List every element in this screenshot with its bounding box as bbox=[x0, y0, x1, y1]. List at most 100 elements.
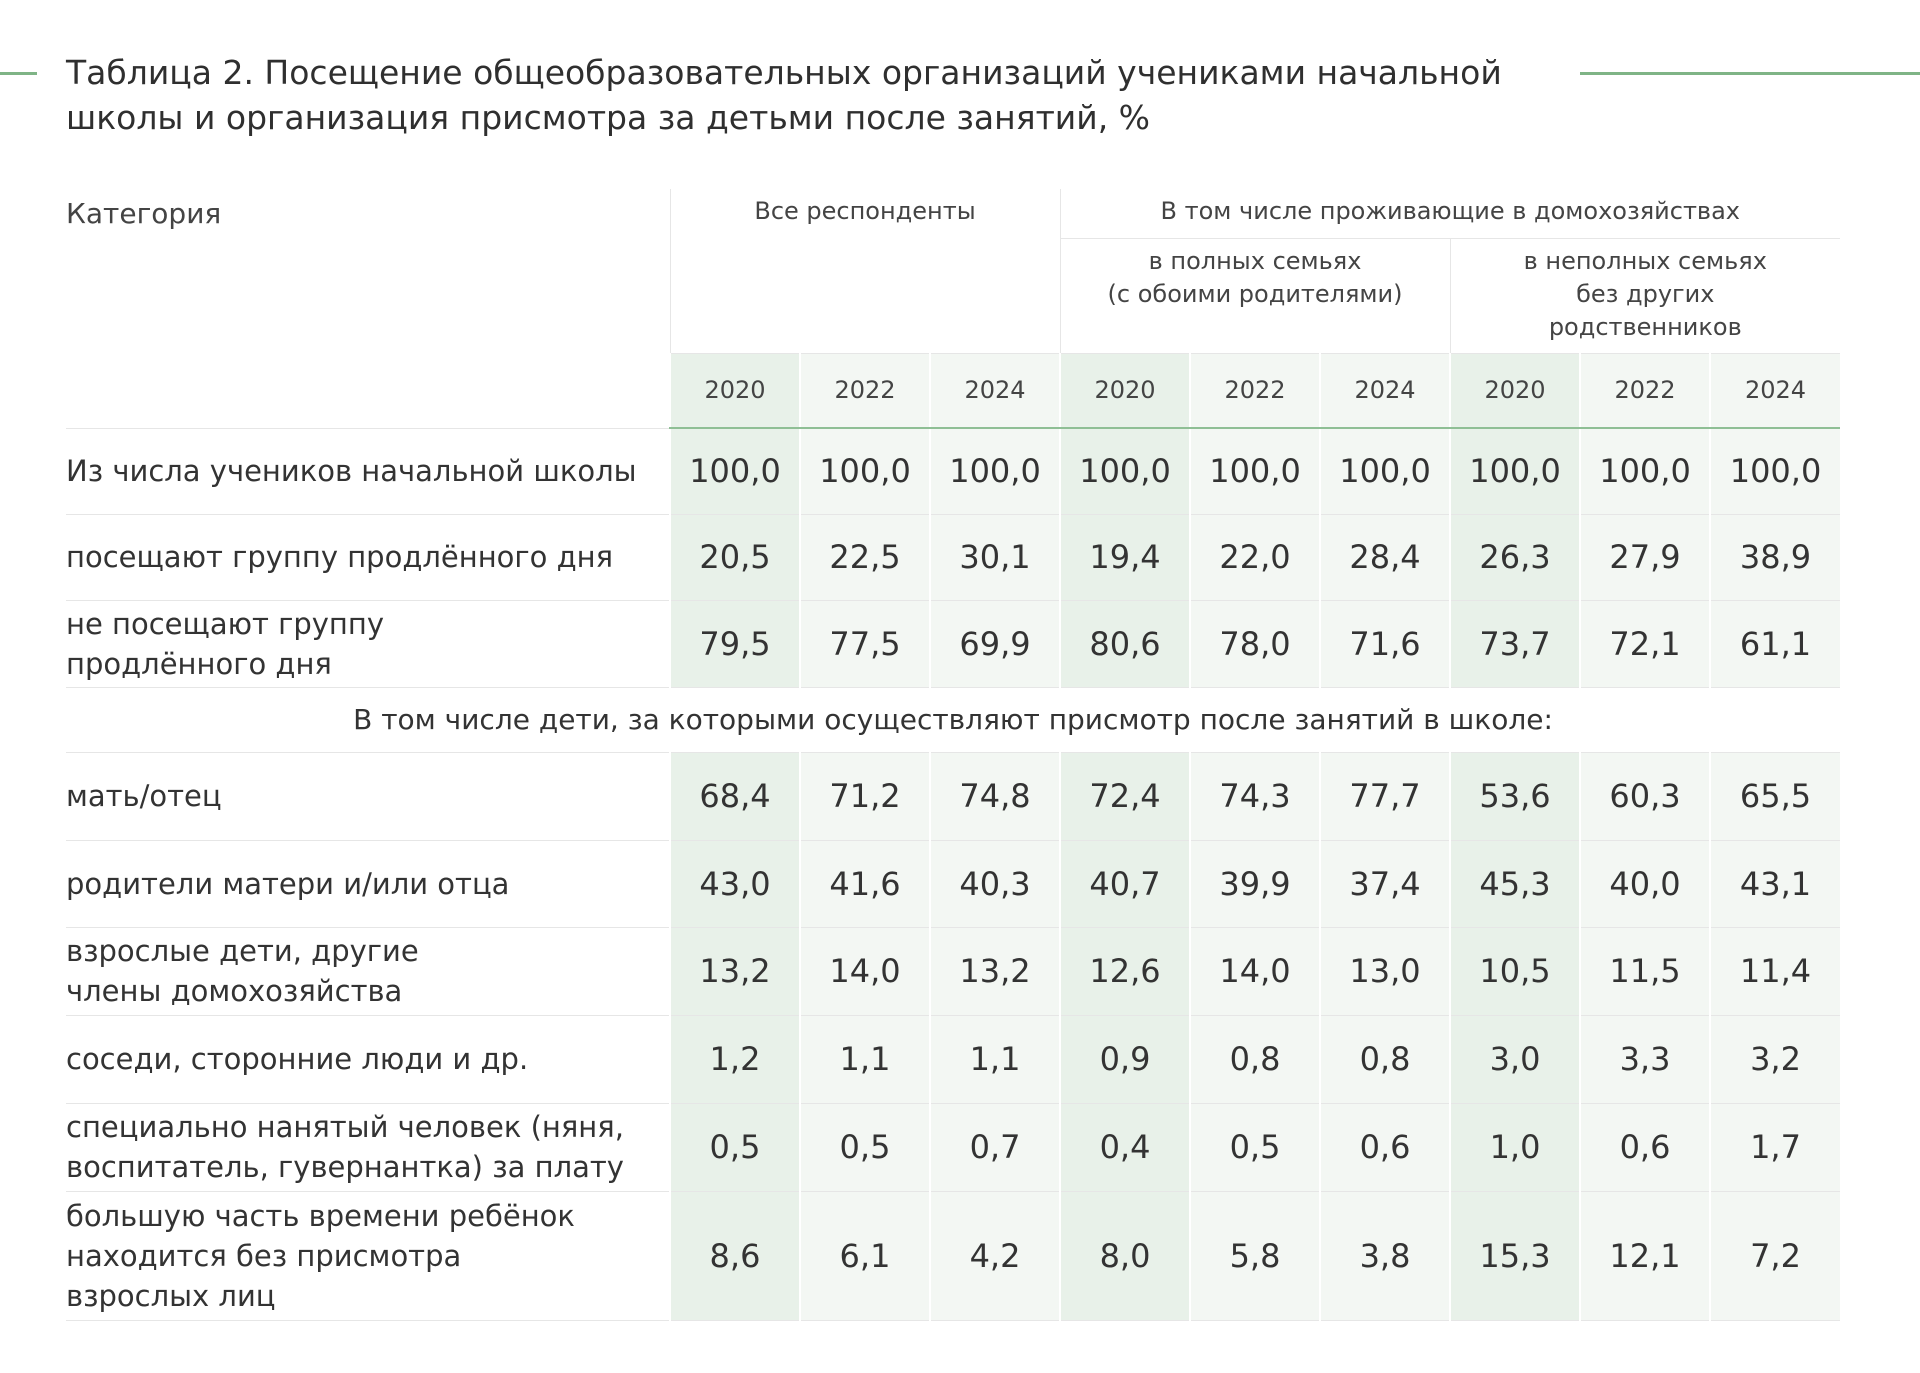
title: Таблица 2. Посещение общеобразовательных… bbox=[66, 50, 1502, 140]
cell-value: 28,4 bbox=[1319, 514, 1451, 601]
cell-value: 8,6 bbox=[669, 1191, 800, 1321]
row-label: Из числа учеников начальной школы bbox=[66, 428, 670, 515]
year-header: 2024 bbox=[928, 353, 1061, 429]
cell-value: 61,1 bbox=[1709, 600, 1841, 688]
cell-value: 0,5 bbox=[1189, 1103, 1321, 1192]
cell-value: 53,6 bbox=[1449, 752, 1581, 841]
cell-value: 100,0 bbox=[1579, 428, 1711, 515]
table-row: мать/отец 68,4 71,2 74,8 72,4 74,3 77,7 53,6 60,… bbox=[66, 752, 1841, 841]
cell-value: 38,9 bbox=[1709, 514, 1841, 601]
cell-value: 4,2 bbox=[928, 1191, 1061, 1321]
row-label: мать/отец bbox=[66, 752, 670, 841]
cell-value: 1,7 bbox=[1709, 1103, 1841, 1192]
decor-line bbox=[0, 72, 37, 75]
cell-value: 43,0 bbox=[669, 840, 800, 928]
cell-value: 11,4 bbox=[1709, 927, 1841, 1016]
cell-value: 12,6 bbox=[1059, 927, 1191, 1016]
cell-value: 80,6 bbox=[1059, 600, 1191, 688]
cell-value: 60,3 bbox=[1579, 752, 1711, 841]
cell-value: 100,0 bbox=[1189, 428, 1321, 515]
table-row: соседи, сторонние люди и др. 1,2 1,1 1,1 0,9… bbox=[66, 1015, 1841, 1104]
header-subgroup: в неполных семьях без других родственник… bbox=[1449, 238, 1841, 354]
cell-value: 0,8 bbox=[1319, 1015, 1451, 1104]
row-label: не посещают группу продлённого дня bbox=[66, 600, 670, 688]
cell-value: 100,0 bbox=[1709, 428, 1841, 515]
title-line: школы и организация присмотра за детьми … bbox=[66, 98, 1151, 137]
cell-value: 79,5 bbox=[669, 600, 800, 688]
title-line: Таблица 2. Посещение общеобразовательных… bbox=[66, 53, 1502, 92]
data-table: Категория Все респонденты В том числе пр… bbox=[66, 189, 1841, 1321]
cell-value: 1,1 bbox=[799, 1015, 930, 1104]
year-header: 2020 bbox=[1449, 353, 1581, 429]
cell-value: 1,2 bbox=[669, 1015, 800, 1104]
cell-value: 3,0 bbox=[1449, 1015, 1581, 1104]
cell-value: 13,2 bbox=[669, 927, 800, 1016]
table-row: взрослые дети, другие члены домохозяйств… bbox=[66, 927, 1841, 1016]
cell-value: 3,8 bbox=[1319, 1191, 1451, 1321]
cell-value: 0,7 bbox=[928, 1103, 1061, 1192]
cell-value: 30,1 bbox=[928, 514, 1061, 601]
cell-value: 20,5 bbox=[669, 514, 800, 601]
cell-value: 100,0 bbox=[1319, 428, 1451, 515]
cell-value: 72,1 bbox=[1579, 600, 1711, 688]
cell-value: 12,1 bbox=[1579, 1191, 1711, 1321]
cell-value: 14,0 bbox=[1189, 927, 1321, 1016]
year-header: 2024 bbox=[1319, 353, 1451, 429]
cell-value: 0,5 bbox=[799, 1103, 930, 1192]
cell-value: 74,8 bbox=[928, 752, 1061, 841]
cell-value: 40,0 bbox=[1579, 840, 1711, 928]
row-label: взрослые дети, другие члены домохозяйств… bbox=[66, 927, 670, 1016]
cell-value: 41,6 bbox=[799, 840, 930, 928]
cell-value: 68,4 bbox=[669, 752, 800, 841]
cell-value: 40,3 bbox=[928, 840, 1061, 928]
cell-value: 100,0 bbox=[1059, 428, 1191, 515]
cell-value: 27,9 bbox=[1579, 514, 1711, 601]
cell-value: 71,6 bbox=[1319, 600, 1451, 688]
cell-value: 100,0 bbox=[928, 428, 1061, 515]
cell-value: 7,2 bbox=[1709, 1191, 1841, 1321]
table-row: не посещают группу продлённого дня 79,5 77… bbox=[66, 600, 1841, 688]
year-header: 2022 bbox=[799, 353, 930, 429]
cell-value: 13,2 bbox=[928, 927, 1061, 1016]
year-header: 2020 bbox=[1059, 353, 1191, 429]
cell-value: 1,0 bbox=[1449, 1103, 1581, 1192]
cell-value: 78,0 bbox=[1189, 600, 1321, 688]
row-label: соседи, сторонние люди и др. bbox=[66, 1015, 670, 1104]
cell-value: 72,4 bbox=[1059, 752, 1191, 841]
cell-value: 10,5 bbox=[1449, 927, 1581, 1016]
cell-value: 0,5 bbox=[669, 1103, 800, 1192]
cell-value: 14,0 bbox=[799, 927, 930, 1016]
cell-value: 71,2 bbox=[799, 752, 930, 841]
cell-value: 69,9 bbox=[928, 600, 1061, 688]
row-label: посещают группу продлённого дня bbox=[66, 514, 670, 601]
header-group: В том числе проживающие в домохозяйствах bbox=[1059, 189, 1841, 239]
table-row: родители матери и/или отца 43,0 41,6 40,3 40… bbox=[66, 840, 1841, 928]
row-label: большую часть времени ребёнок находится … bbox=[66, 1191, 670, 1321]
cell-value: 0,4 bbox=[1059, 1103, 1191, 1192]
year-header: 2024 bbox=[1709, 353, 1841, 429]
year-header: 2022 bbox=[1579, 353, 1711, 429]
cell-value: 26,3 bbox=[1449, 514, 1581, 601]
cell-value: 37,4 bbox=[1319, 840, 1451, 928]
year-header: 2022 bbox=[1189, 353, 1321, 429]
cell-value: 5,8 bbox=[1189, 1191, 1321, 1321]
table-row: Из числа учеников начальной школы 100,0 10… bbox=[66, 428, 1841, 515]
cell-value: 43,1 bbox=[1709, 840, 1841, 928]
header-category: Категория bbox=[66, 189, 670, 429]
header-group: Все респонденты bbox=[669, 189, 1061, 354]
cell-value: 3,3 bbox=[1579, 1015, 1711, 1104]
table-row: большую часть времени ребёнок находится … bbox=[66, 1191, 1841, 1321]
cell-value: 39,9 bbox=[1189, 840, 1321, 928]
cell-value: 3,2 bbox=[1709, 1015, 1841, 1104]
decor-line bbox=[1580, 72, 1920, 75]
cell-value: 22,0 bbox=[1189, 514, 1321, 601]
section-row: В том числе дети, за которыми осуществля… bbox=[66, 687, 1841, 753]
cell-value: 19,4 bbox=[1059, 514, 1191, 601]
cell-value: 15,3 bbox=[1449, 1191, 1581, 1321]
cell-value: 65,5 bbox=[1709, 752, 1841, 841]
cell-value: 77,5 bbox=[799, 600, 930, 688]
row-label: родители матери и/или отца bbox=[66, 840, 670, 928]
cell-value: 45,3 bbox=[1449, 840, 1581, 928]
cell-value: 0,9 bbox=[1059, 1015, 1191, 1104]
cell-value: 8,0 bbox=[1059, 1191, 1191, 1321]
